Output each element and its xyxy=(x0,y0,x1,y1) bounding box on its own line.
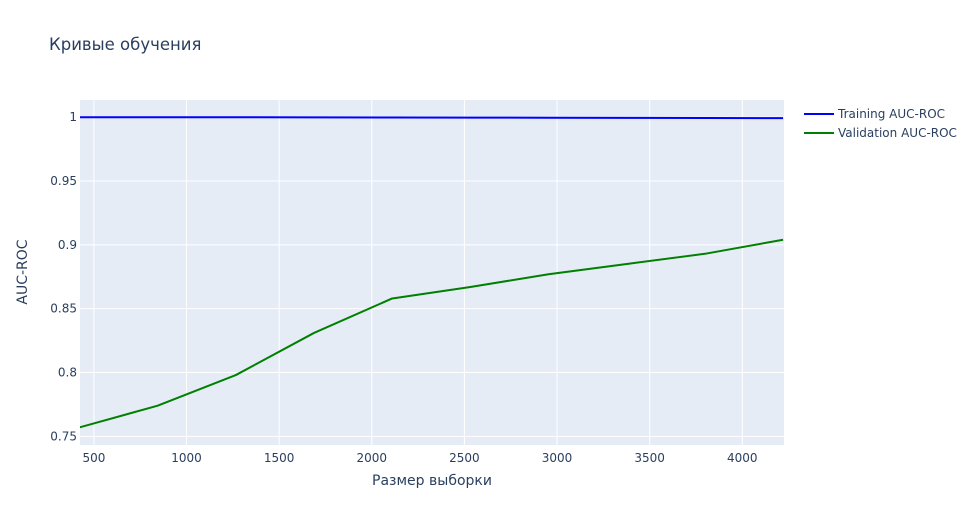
y-tick-label: 0.8 xyxy=(58,366,77,380)
x-tick-label: 500 xyxy=(82,451,105,465)
series-line-validation xyxy=(80,238,784,429)
x-tick-label: 1500 xyxy=(264,451,295,465)
x-tick-label: 3000 xyxy=(542,451,573,465)
y-tick-label: 0.75 xyxy=(50,429,77,443)
y-tick-label: 0.9 xyxy=(58,238,77,252)
y-tick-label: 0.95 xyxy=(50,174,77,188)
y-tick-labels: 0.75 0.8 0.85 0.9 0.95 1 xyxy=(50,110,77,443)
y-axis-title: AUC-ROC xyxy=(15,239,31,304)
x-tick-label: 3500 xyxy=(634,451,665,465)
y-tick-label: 0.85 xyxy=(50,302,77,316)
legend-item-validation[interactable]: Validation AUC-ROC xyxy=(804,126,957,140)
x-axis-title: Размер выборки xyxy=(372,473,492,489)
series-layer xyxy=(80,116,784,429)
plot-area xyxy=(80,100,784,445)
x-tick-label: 4000 xyxy=(727,451,758,465)
legend-label: Validation AUC-ROC xyxy=(838,126,957,140)
x-tick-label: 1000 xyxy=(171,451,202,465)
legend-item-training[interactable]: Training AUC-ROC xyxy=(804,107,945,121)
x-tick-labels: 500 1000 1500 2000 2500 3000 3500 4000 xyxy=(82,451,757,465)
y-tick-label: 1 xyxy=(69,110,77,124)
chart-title: Кривые обучения xyxy=(49,35,201,54)
legend[interactable]: Training AUC-ROC Validation AUC-ROC xyxy=(804,107,957,140)
series-line-training xyxy=(80,116,784,120)
legend-label: Training AUC-ROC xyxy=(837,107,945,121)
x-tick-label: 2000 xyxy=(357,451,388,465)
x-tick-label: 2500 xyxy=(449,451,480,465)
